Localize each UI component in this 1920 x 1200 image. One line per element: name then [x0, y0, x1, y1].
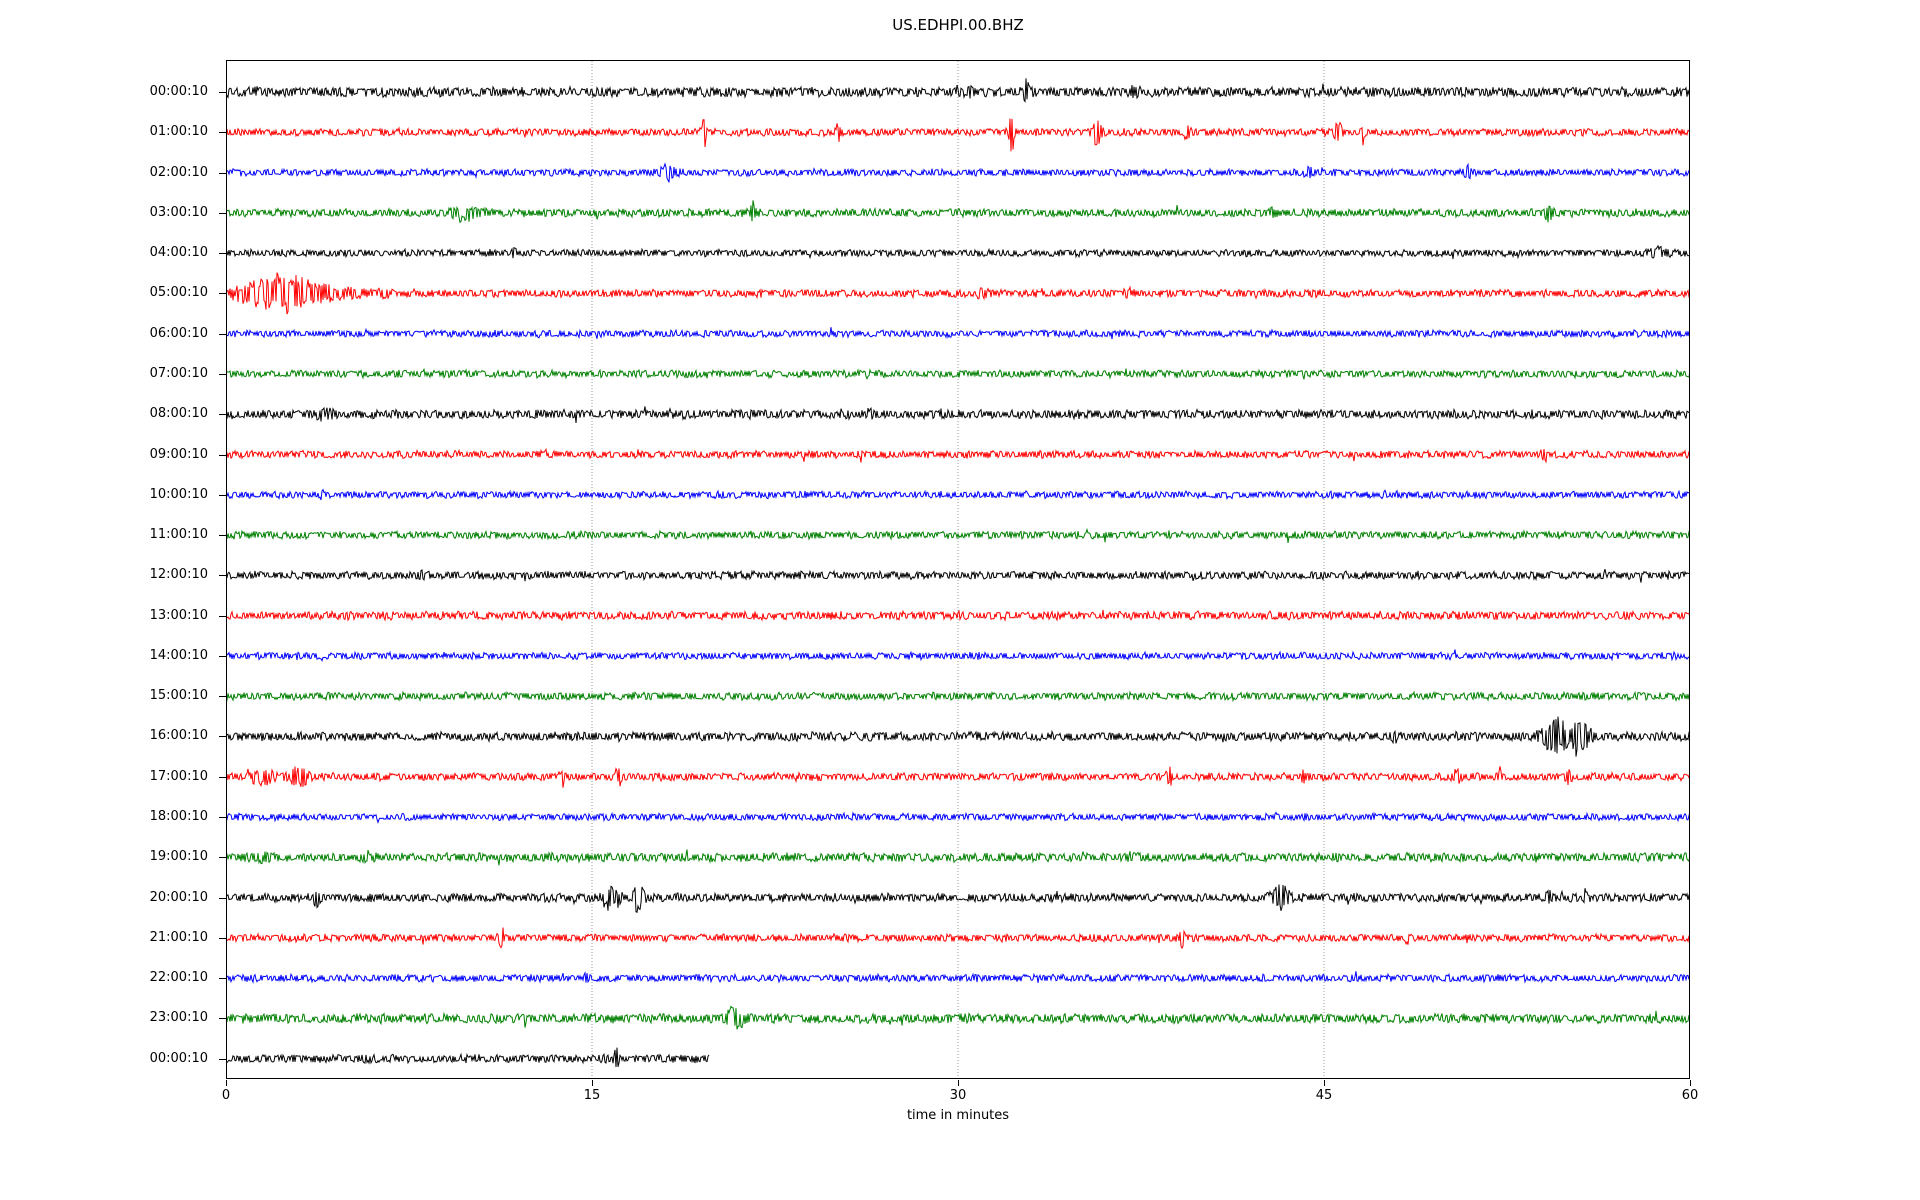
trace-row-18-00-10	[226, 811, 1690, 824]
seismogram-traces	[226, 60, 1690, 1079]
trace-row-17-00-10	[226, 766, 1690, 788]
y-tick	[219, 132, 227, 134]
y-tick	[219, 212, 227, 214]
x-tick-label: 45	[1315, 1088, 1333, 1103]
trace-row-05-00-10	[226, 272, 1690, 315]
plot-frame-border	[226, 60, 1690, 1079]
y-tick	[219, 535, 227, 537]
y-axis-trace-labels: 00:00:10 01:00:10 02:00:10 03:00:10 04:00:10…	[0, 60, 218, 1079]
x-tick	[958, 1080, 959, 1086]
trace-row-00-00-10	[226, 78, 1690, 103]
trace-row-06-00-10	[226, 327, 1690, 340]
trace-row-19-00-10	[226, 849, 1690, 866]
trace-row-16-00-10	[226, 716, 1690, 757]
x-tick	[592, 1080, 593, 1086]
x-axis-title: time in minutes	[906, 1108, 1010, 1123]
trace-time-label: 02:00:10	[149, 164, 208, 180]
trace-time-label: 00:00:10	[149, 1050, 208, 1066]
y-tick	[219, 293, 227, 295]
y-tick	[219, 1058, 227, 1060]
trace-time-label: 16:00:10	[149, 728, 208, 744]
trace-row-14-00-10	[226, 649, 1690, 663]
trace-row-12-00-10	[226, 568, 1690, 583]
x-tick	[226, 1080, 227, 1086]
trace-row-00-00-10	[226, 1047, 710, 1068]
y-tick	[219, 172, 227, 174]
trace-time-label: 06:00:10	[149, 325, 208, 341]
x-tick-label: 15	[583, 1088, 601, 1103]
y-tick	[219, 1018, 227, 1020]
y-tick	[219, 776, 227, 778]
trace-time-label: 17:00:10	[149, 768, 208, 784]
x-tick-label: 30	[949, 1088, 967, 1103]
trace-row-08-00-10	[226, 406, 1690, 424]
y-tick	[219, 575, 227, 577]
trace-time-label: 21:00:10	[149, 929, 208, 945]
trace-time-label: 09:00:10	[149, 446, 208, 462]
y-tick	[219, 414, 227, 416]
y-tick	[219, 454, 227, 456]
y-tick	[219, 937, 227, 939]
trace-time-label: 15:00:10	[149, 688, 208, 704]
y-tick	[219, 253, 227, 255]
trace-time-label: 18:00:10	[149, 809, 208, 825]
x-tick	[1324, 1080, 1325, 1086]
trace-row-13-00-10	[226, 609, 1690, 622]
trace-row-09-00-10	[226, 447, 1690, 464]
trace-row-22-00-10	[226, 971, 1690, 984]
y-tick	[219, 817, 227, 819]
trace-time-label: 12:00:10	[149, 567, 208, 583]
trace-row-20-00-10	[226, 884, 1690, 914]
trace-time-label: 07:00:10	[149, 365, 208, 381]
y-tick	[219, 978, 227, 980]
y-tick	[219, 333, 227, 335]
y-tick	[219, 696, 227, 698]
x-tick-label: 0	[221, 1088, 231, 1103]
y-tick	[219, 655, 227, 657]
trace-time-label: 05:00:10	[149, 285, 208, 301]
trace-time-label: 11:00:10	[149, 527, 208, 543]
plot-area	[226, 60, 1690, 1079]
y-tick	[219, 897, 227, 899]
trace-time-label: 00:00:10	[149, 84, 208, 99]
trace-time-label: 14:00:10	[149, 647, 208, 663]
trace-time-label: 10:00:10	[149, 486, 208, 502]
trace-time-label: 01:00:10	[149, 124, 208, 140]
trace-time-label: 04:00:10	[149, 245, 208, 261]
y-tick	[219, 736, 227, 738]
y-tick	[219, 615, 227, 617]
trace-time-label: 20:00:10	[149, 889, 208, 905]
y-tick	[219, 92, 227, 93]
y-tick	[219, 373, 227, 375]
trace-row-11-00-10	[226, 527, 1690, 543]
trace-row-15-00-10	[226, 690, 1690, 703]
trace-time-label: 13:00:10	[149, 607, 208, 623]
trace-row-04-00-10	[226, 244, 1690, 260]
trace-time-label: 19:00:10	[149, 849, 208, 865]
y-tick	[219, 857, 227, 859]
trace-time-label: 08:00:10	[149, 406, 208, 422]
x-tick	[1690, 1080, 1691, 1086]
x-tick-label: 60	[1681, 1088, 1699, 1103]
trace-row-10-00-10	[226, 488, 1690, 501]
trace-row-01-00-10	[226, 118, 1690, 152]
trace-time-label: 22:00:10	[149, 970, 208, 986]
trace-row-03-00-10	[226, 200, 1690, 224]
trace-row-21-00-10	[226, 927, 1690, 950]
trace-time-label: 23:00:10	[149, 1010, 208, 1026]
trace-row-02-00-10	[226, 162, 1690, 183]
trace-time-label: 03:00:10	[149, 204, 208, 220]
plot-title: US.EDHPI.00.BHZ	[892, 16, 1024, 34]
y-tick	[219, 494, 227, 496]
trace-row-07-00-10	[226, 367, 1690, 380]
trace-row-23-00-10	[226, 1005, 1690, 1030]
